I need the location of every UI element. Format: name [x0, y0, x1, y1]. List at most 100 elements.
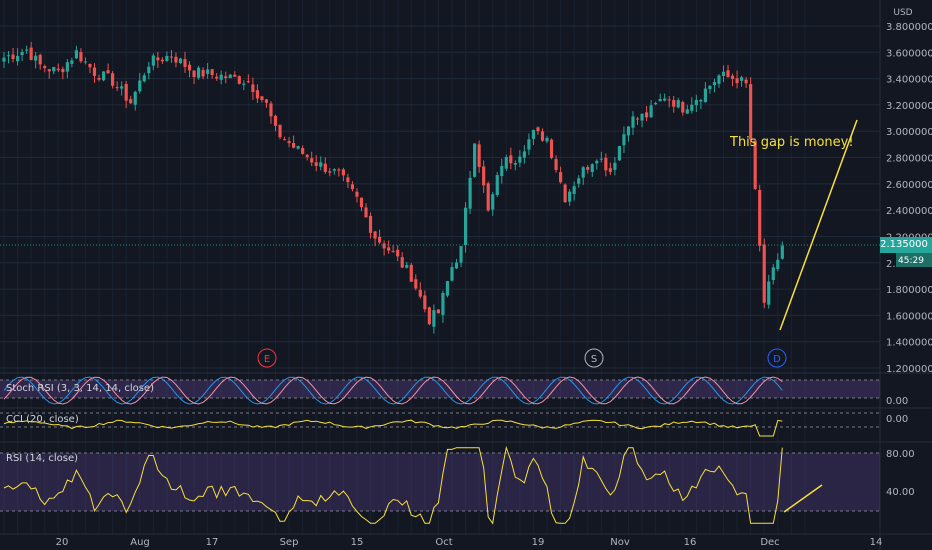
time-tick-label: Aug: [130, 537, 150, 548]
candle-body: [346, 177, 350, 183]
candle-body: [518, 156, 522, 163]
event-marker-label: S: [591, 354, 597, 365]
candle-body: [640, 113, 644, 121]
candle-body: [649, 105, 653, 118]
time-tick-label: 20: [56, 537, 69, 548]
candle-body: [454, 262, 459, 269]
stoch-d-line: [3, 376, 783, 405]
candle-body: [672, 100, 676, 107]
candle-body: [196, 67, 201, 78]
rsi-title[interactable]: RSI (14, close): [6, 453, 78, 464]
event-marker-s[interactable]: [584, 348, 604, 368]
last-price-badge[interactable]: [880, 237, 932, 254]
candle-body: [47, 69, 51, 72]
countdown-text: 45:29: [898, 256, 924, 266]
candle-body: [111, 73, 115, 86]
candle-body: [740, 77, 744, 81]
candle-body: [201, 70, 205, 77]
cci-title[interactable]: CCI (20, close): [6, 414, 79, 425]
price-tick-label: 3.600000: [886, 48, 932, 59]
cci-line: [3, 419, 783, 437]
rsi-trend-line[interactable]: [783, 484, 823, 513]
time-tick-label: Nov: [610, 537, 630, 548]
candle-body: [613, 162, 617, 170]
time-tick-label: 16: [684, 537, 697, 548]
annotations[interactable]: [779, 119, 858, 513]
candle-body: [463, 207, 468, 246]
candle-body: [590, 164, 594, 173]
price-tick-label: 3.000000: [886, 127, 932, 138]
candle-body: [11, 54, 15, 59]
candle-body: [242, 83, 246, 85]
event-marker-e[interactable]: [257, 348, 277, 368]
candle-body: [147, 66, 151, 74]
oscillator-panes: [0, 376, 880, 525]
candle-body: [663, 98, 667, 101]
candle-body: [423, 295, 427, 310]
annotation-text[interactable]: This gap is money!: [729, 135, 854, 150]
candle-body: [215, 76, 219, 79]
candle-body: [572, 186, 576, 194]
candle-body: [83, 61, 88, 63]
candle-body: [635, 118, 640, 120]
candle-body: [767, 281, 771, 305]
candle-body: [432, 310, 436, 327]
price-tick-label: 1.400000: [886, 338, 932, 349]
axes: 3.800000 3.600000 3.400000 3.200000 3.000000…: [0, 22, 932, 548]
candle-body: [504, 157, 508, 169]
candle-body: [459, 246, 463, 263]
candle-body: [396, 249, 400, 257]
candle-body: [328, 171, 332, 173]
candle-body: [581, 167, 585, 178]
candle-body: [88, 63, 92, 68]
candle-body: [509, 155, 513, 164]
event-marker-label: D: [773, 354, 781, 365]
candle-body: [260, 96, 264, 101]
candle-body: [246, 81, 250, 83]
candle-body: [681, 102, 685, 113]
candle-body: [264, 99, 269, 103]
candle-body: [101, 71, 106, 81]
price-tick-label: 3.400000: [886, 75, 932, 86]
candle-body: [568, 191, 572, 202]
candle-body: [237, 76, 241, 84]
candle-body: [310, 158, 314, 163]
candle-body: [368, 215, 373, 233]
candle-body: [617, 145, 622, 161]
candle-body: [531, 129, 536, 139]
event-marker-d[interactable]: [767, 348, 787, 368]
candle-body: [269, 103, 273, 117]
candle-body: [450, 267, 454, 281]
candle-body: [305, 154, 309, 158]
candle-body: [554, 159, 558, 171]
candle-body: [52, 67, 56, 72]
trend-line[interactable]: [779, 119, 858, 331]
stoch-tick-label: 0.00: [886, 396, 908, 407]
candle-body: [97, 77, 101, 80]
candlestick-series: [2, 41, 784, 334]
candle-body: [15, 55, 20, 62]
candle-body: [586, 167, 590, 170]
candle-body: [20, 51, 24, 56]
event-marker-label: E: [264, 354, 270, 365]
candle-body: [92, 67, 97, 76]
candle-body: [56, 68, 60, 71]
candle-body: [233, 74, 237, 77]
price-tick-label: 2.600000: [886, 180, 932, 191]
candle-body: [165, 55, 169, 61]
candle-body: [486, 183, 490, 211]
candle-body: [735, 78, 739, 84]
candle-body: [608, 168, 612, 172]
rsi-band: [0, 453, 880, 511]
candle-body: [120, 86, 124, 89]
candle-body: [192, 70, 196, 78]
price-tick-label: 2.800000: [886, 154, 932, 165]
time-tick-label: 19: [532, 537, 545, 548]
candle-body: [106, 70, 110, 74]
stoch-rsi-title[interactable]: Stoch RSI (3, 3, 14, 14, close): [6, 383, 154, 394]
candle-body: [536, 127, 540, 132]
